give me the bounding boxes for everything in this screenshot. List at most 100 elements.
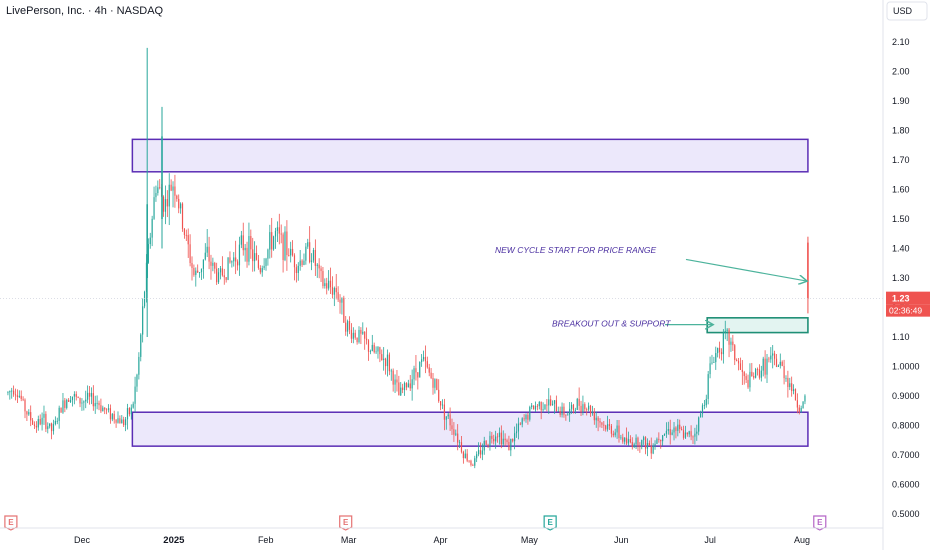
candle-body <box>113 413 115 420</box>
candle-body <box>56 420 58 422</box>
candle-body <box>417 372 419 378</box>
candle-body <box>54 421 56 425</box>
candle-body <box>496 436 499 438</box>
candle-body <box>176 195 178 199</box>
candle-body <box>149 237 151 245</box>
candle-body <box>734 345 736 360</box>
candle-body <box>768 358 770 360</box>
current-price-tag <box>886 291 930 305</box>
candle-body <box>783 365 785 379</box>
candle-body <box>117 418 119 423</box>
candle-body <box>722 332 724 355</box>
candle-body <box>787 377 789 387</box>
candle-body <box>195 270 197 275</box>
candle-body <box>542 409 544 411</box>
candle-body <box>164 199 167 212</box>
candle-body <box>400 387 402 396</box>
candle-body <box>603 424 605 426</box>
candle-body <box>572 404 575 411</box>
candle-body <box>553 400 556 404</box>
candle-body <box>388 354 390 372</box>
candle-body <box>597 417 599 422</box>
candle-body <box>434 379 436 388</box>
candle-body <box>591 411 594 414</box>
currency-selector[interactable] <box>886 1 928 21</box>
candle-body <box>181 203 184 229</box>
candle-body <box>601 422 603 425</box>
candle-body <box>377 347 379 352</box>
candle-body <box>679 424 681 430</box>
candle-body <box>255 253 258 260</box>
candle-spike-body <box>807 242 809 299</box>
candle-body <box>474 458 476 466</box>
candle-body <box>134 386 136 404</box>
candle-body <box>646 442 649 449</box>
candle-body <box>730 341 732 345</box>
candle-body <box>248 236 250 262</box>
candle-body <box>231 261 233 263</box>
candle-body <box>284 231 286 260</box>
x-tick-label: Apr <box>434 535 448 545</box>
candle-body <box>123 419 125 426</box>
candle-body <box>316 264 318 266</box>
candle-body <box>756 369 759 370</box>
candle-body <box>52 424 55 432</box>
y-tick-label: 1.30 <box>892 273 910 283</box>
candle-body <box>69 399 72 402</box>
candle-body <box>314 250 316 266</box>
candle-body <box>64 400 66 408</box>
candle-body <box>457 433 459 443</box>
candle-body <box>580 405 582 413</box>
candle-body <box>690 431 692 437</box>
candle-body <box>692 436 694 438</box>
candle-body <box>737 360 740 364</box>
candle-body <box>502 438 504 445</box>
candle-body <box>540 401 542 411</box>
candle-body <box>699 413 702 418</box>
candle-body <box>45 413 47 430</box>
candle-body <box>498 432 501 438</box>
candle-body <box>739 363 742 370</box>
candle-body <box>273 236 275 250</box>
candle-body <box>329 280 332 288</box>
candle-body <box>403 382 406 390</box>
candle-body <box>753 375 755 378</box>
candle-body <box>88 392 91 397</box>
candle-body <box>747 379 749 388</box>
candle-body <box>305 246 307 261</box>
candle-body <box>219 268 222 273</box>
candle-body <box>197 270 199 273</box>
candle-spike-body <box>146 204 148 278</box>
candle-body <box>671 432 673 435</box>
y-tick-label: 1.40 <box>892 244 910 254</box>
candle-body <box>538 401 540 407</box>
candle-body <box>449 414 451 426</box>
y-tick-label: 1.50 <box>892 214 910 224</box>
candle-body <box>153 197 155 219</box>
candle-body <box>736 359 738 361</box>
candle-body <box>236 261 239 266</box>
candle-spike-body <box>161 136 163 219</box>
candle-body <box>458 442 461 444</box>
candle-body <box>510 438 512 451</box>
candle-body <box>415 368 417 373</box>
candle-body <box>310 260 313 263</box>
candle-body <box>663 433 666 436</box>
candle-body <box>274 230 277 237</box>
candle-body <box>246 247 248 262</box>
candle-body <box>187 235 189 245</box>
x-tick-label: Jul <box>704 535 716 545</box>
candle-body <box>627 439 630 444</box>
candle-body <box>741 369 743 373</box>
candle-body <box>445 416 447 420</box>
candle-body <box>358 329 360 343</box>
candle-body <box>424 356 427 362</box>
candle-body <box>183 228 186 235</box>
candle-body <box>517 423 520 432</box>
candle-body <box>39 419 41 425</box>
y-tick-label: 0.6000 <box>892 480 920 490</box>
currency-label: USD <box>893 6 913 16</box>
candle-body <box>588 405 590 410</box>
candle-body <box>775 358 778 367</box>
candle-body <box>373 344 375 353</box>
